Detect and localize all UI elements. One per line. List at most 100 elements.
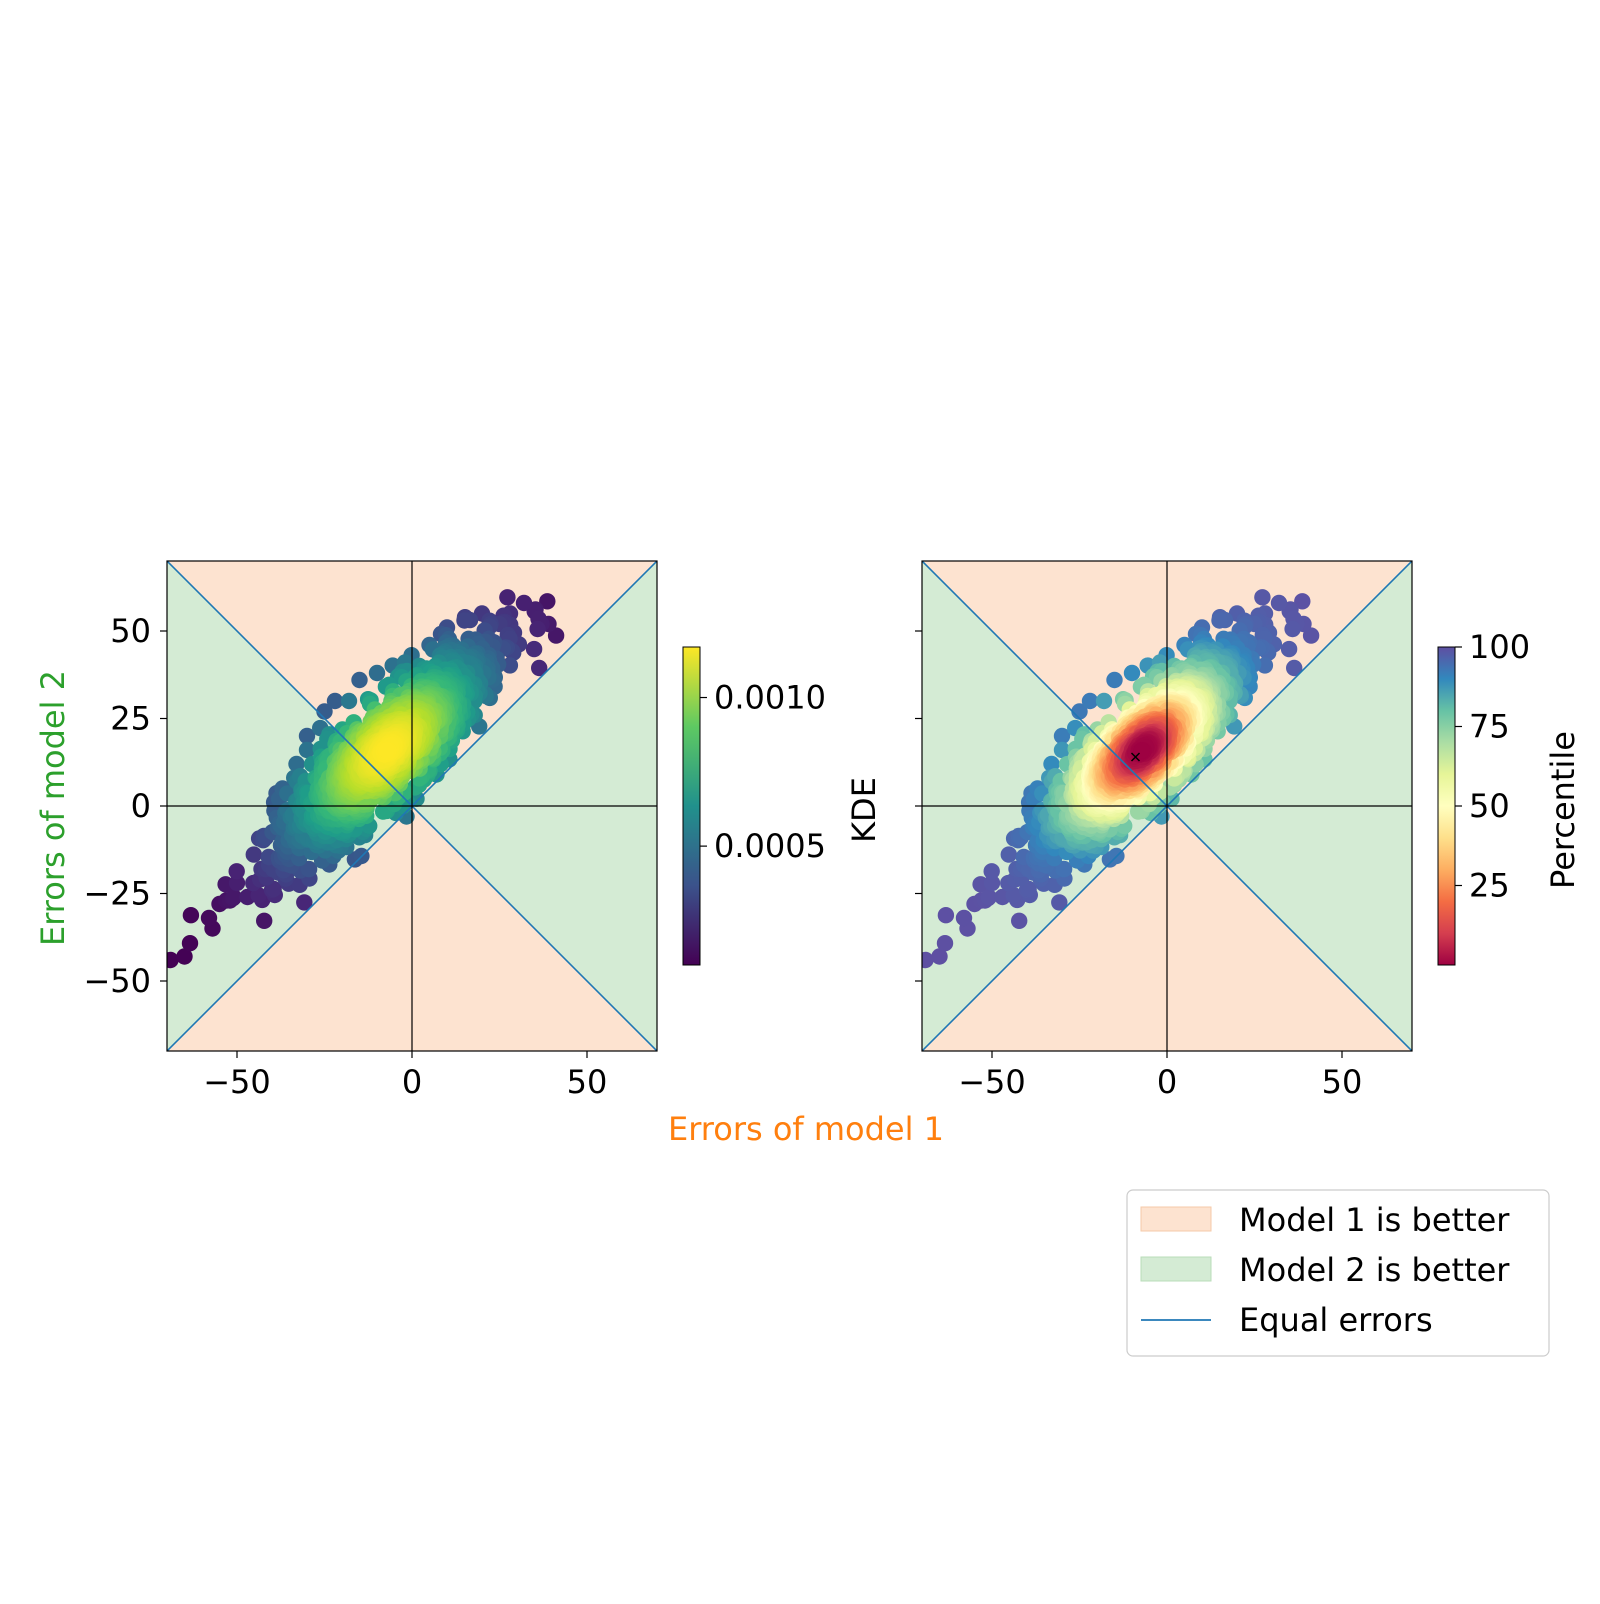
scatter-point — [515, 594, 533, 612]
scatter-point — [1123, 664, 1141, 682]
scatter-point — [1294, 593, 1311, 610]
x-tick-label: 50 — [567, 1063, 608, 1101]
left-x-axis: −50 0 50 — [203, 1051, 607, 1101]
y-tick-label: −50 — [83, 962, 151, 1000]
scatter-point — [316, 703, 333, 720]
scatter-point — [931, 948, 948, 965]
scatter-point — [1000, 846, 1017, 863]
x-tick-label: 0 — [402, 1063, 422, 1101]
scatter-point — [326, 692, 344, 710]
x-tick-label: 0 — [1157, 1063, 1177, 1101]
right-colorbar-label: Percentile — [1544, 731, 1582, 889]
legend-frame — [1126, 1189, 1550, 1357]
scatter-point — [1081, 692, 1099, 710]
scatter-point — [1302, 627, 1320, 644]
colorbar-tick-label: 100 — [1469, 628, 1530, 666]
right-colorbar: 100 75 50 25 Percentile — [1437, 628, 1582, 966]
scatter-point — [1053, 727, 1071, 745]
scatter-point — [298, 727, 316, 745]
scatter-point — [937, 907, 955, 924]
right-panel: −50 0 50 — [915, 560, 1413, 1101]
colorbar-tick-label: 25 — [1469, 867, 1510, 905]
scatter-point — [1256, 657, 1274, 674]
scatter-point — [182, 907, 200, 924]
scatter-point — [499, 589, 516, 606]
left-y-axis: 50 25 0 −25 −50 — [83, 612, 167, 1000]
scatter-point — [1051, 894, 1068, 911]
right-y-axis — [915, 630, 922, 982]
scatter-point — [1211, 612, 1228, 629]
scatter-point — [256, 912, 273, 929]
scatter-point — [298, 741, 316, 759]
legend-label-equal: Equal errors — [1239, 1301, 1433, 1339]
scatter-point — [368, 664, 386, 682]
scatter-point — [1053, 741, 1071, 759]
scatter-point — [539, 593, 556, 610]
colorbar-tick-label: 75 — [1469, 708, 1510, 746]
scatter-point — [228, 874, 246, 892]
scatter-point — [200, 909, 218, 927]
scatter-point — [922, 951, 934, 969]
scatter-point — [531, 659, 548, 677]
scatter-point — [378, 742, 396, 759]
x-tick-label: 50 — [1322, 1063, 1363, 1101]
scatter-point — [340, 692, 358, 710]
right-scatter-points — [922, 589, 1320, 969]
scatter-point — [501, 657, 519, 674]
legend-label-model2: Model 2 is better — [1239, 1251, 1510, 1289]
right-colorbar-gradient — [1437, 646, 1456, 966]
left-colorbar-label: KDE — [845, 777, 883, 843]
colorbar-tick-label: 0.0005 — [714, 827, 826, 865]
y-tick-label: 0 — [131, 787, 151, 825]
x-tick-label: −50 — [958, 1063, 1026, 1101]
scatter-point — [1055, 860, 1073, 878]
y-axis-label: Errors of model 2 — [34, 670, 72, 946]
scatter-point — [1011, 912, 1028, 929]
scatter-point — [245, 846, 262, 863]
left-reference-lines — [167, 561, 657, 1051]
scatter-point — [936, 935, 954, 952]
right-colorbar-ticks: 100 75 50 25 — [1455, 628, 1530, 905]
scatter-point — [1280, 640, 1298, 658]
y-tick-label: −25 — [83, 875, 151, 913]
legend-label-model1: Model 1 is better — [1239, 1201, 1510, 1239]
scatter-point — [1284, 620, 1301, 638]
x-axis-label: Errors of model 1 — [668, 1110, 944, 1148]
left-colorbar-ticks: 0.0010 0.0005 — [700, 679, 826, 865]
scatter-point — [300, 860, 318, 878]
y-tick-label: 25 — [110, 700, 151, 738]
y-tick-label: 50 — [110, 612, 151, 650]
left-scatter-points — [167, 589, 565, 969]
colorbar-tick-label: 50 — [1469, 787, 1510, 825]
scatter-point — [955, 909, 973, 927]
scatter-point — [228, 863, 245, 880]
scatter-point — [181, 935, 199, 952]
scatter-point — [1270, 594, 1288, 612]
scatter-point — [167, 951, 179, 969]
legend-model2-patch — [1140, 1256, 1212, 1282]
right-x-axis: −50 0 50 — [958, 1051, 1362, 1101]
scatter-point — [1095, 692, 1113, 710]
scatter-point — [1254, 589, 1271, 606]
scatter-point — [1286, 659, 1303, 677]
scatter-point — [456, 612, 473, 629]
left-panel: −50 0 50 50 25 0 −25 −50 — [83, 560, 658, 1101]
scatter-point — [983, 874, 1001, 892]
scatter-point — [225, 889, 242, 906]
scatter-point — [980, 889, 997, 906]
right-median-marker — [1130, 752, 1141, 762]
scatter-point — [1106, 671, 1123, 689]
scatter-point — [547, 627, 565, 644]
left-colorbar: 0.0010 0.0005 KDE — [682, 646, 883, 966]
colorbar-tick-label: 0.0010 — [714, 679, 826, 717]
scatter-point — [529, 620, 546, 638]
scatter-point — [296, 894, 313, 911]
scatter-point — [351, 671, 368, 689]
scatter-point — [983, 863, 1000, 880]
right-reference-lines — [922, 561, 1412, 1051]
scatter-point — [525, 640, 543, 658]
left-colorbar-gradient — [682, 646, 701, 966]
median-marker-stroke — [1130, 752, 1141, 762]
